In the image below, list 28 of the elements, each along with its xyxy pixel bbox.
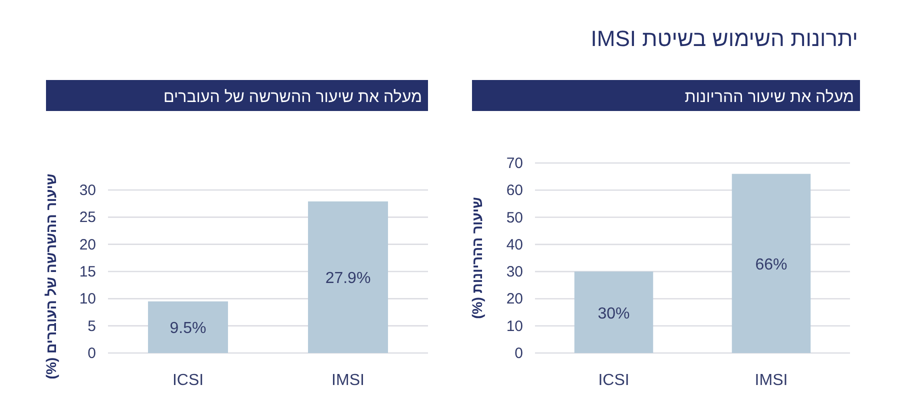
y-tick-label: 10 xyxy=(79,290,96,308)
y-tick-label: 0 xyxy=(514,345,523,362)
y-tick-label: 15 xyxy=(79,264,96,280)
y-axis-title: שיעור ההשרשה של העוברים (%) xyxy=(43,174,59,380)
y-tick-label: 25 xyxy=(79,209,96,226)
y-tick-label: 60 xyxy=(506,182,523,200)
x-tick-label: ICSI xyxy=(172,372,204,389)
data-label: 66% xyxy=(755,256,788,274)
y-tick-label: 40 xyxy=(506,236,523,254)
y-tick-label: 70 xyxy=(506,155,523,172)
y-tick-label: 30 xyxy=(506,264,523,281)
x-tick-label: ICSI xyxy=(598,372,630,389)
chart-subtitle: מעלה את שיעור ההשרשה של העוברים xyxy=(163,88,422,106)
chart-subtitle: מעלה את שיעור ההריונות xyxy=(684,88,854,106)
data-label: 27.9% xyxy=(325,270,371,288)
y-tick-label: 50 xyxy=(506,209,523,226)
y-tick-label: 0 xyxy=(88,345,96,362)
y-tick-label: 20 xyxy=(79,236,96,254)
y-tick-label: 20 xyxy=(506,290,523,308)
data-label: 30% xyxy=(598,305,630,322)
chart-title: יתרונות השימוש בשיטת IMSI xyxy=(590,26,858,51)
y-tick-label: 10 xyxy=(506,318,523,335)
y-axis-title: שיעור ההריונות (%) xyxy=(469,197,485,319)
x-tick-label: IMSI xyxy=(332,372,364,389)
x-tick-label: IMSI xyxy=(754,372,788,389)
y-tick-label: 30 xyxy=(79,182,96,199)
y-tick-label: 5 xyxy=(88,318,96,335)
data-label: 9.5% xyxy=(170,320,206,338)
